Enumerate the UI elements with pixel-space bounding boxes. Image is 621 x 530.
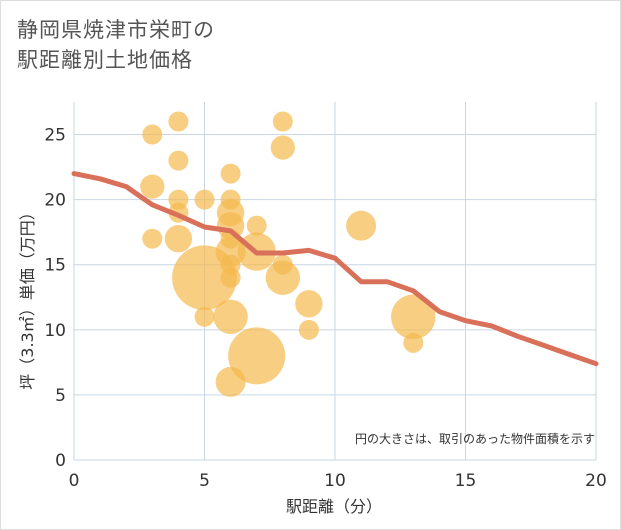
chart-title-line-1: 静岡県焼津市栄町の: [17, 18, 215, 42]
bubble-point: [140, 174, 165, 199]
axis-tick-labels: 0 5 10 15 20 0 5 10 15 20 25: [44, 126, 606, 491]
bubble-size-note: 円の大きさは、取引のあった物件面積を示す: [355, 431, 595, 446]
y-tick-label: 10: [44, 321, 66, 341]
bubble-point: [346, 210, 377, 241]
bubble-point: [295, 290, 323, 318]
bubble-point: [213, 299, 248, 334]
bubble-point: [246, 215, 267, 236]
y-axis-title: 坪（3.3㎡）単価（万円）: [18, 204, 37, 389]
x-tick-label: 20: [585, 471, 607, 491]
x-tick-label: 15: [455, 471, 477, 491]
x-axis-title: 駅距離（分）: [286, 497, 382, 516]
y-tick-label: 0: [55, 451, 66, 471]
bubble-point: [298, 319, 319, 340]
bubble-series: [140, 111, 436, 397]
bubble-point: [272, 111, 293, 132]
trend-line: [71, 171, 599, 367]
bubble-point: [403, 332, 424, 353]
bubble-point: [194, 306, 215, 327]
bubble-point: [228, 327, 286, 385]
y-tick-label: 15: [44, 256, 66, 276]
bubble-point: [168, 111, 189, 132]
bubble-point: [391, 294, 436, 340]
chart-title: 静岡県焼津市栄町の 駅距離別土地価格: [17, 15, 215, 75]
bubble-point: [220, 267, 241, 288]
chart-title-line-2: 駅距離別土地価格: [17, 48, 193, 72]
y-tick-label: 20: [44, 191, 66, 211]
bubble-point: [265, 260, 300, 295]
x-tick-label: 10: [324, 471, 346, 491]
y-tick-label: 5: [55, 386, 66, 406]
bubble-point: [270, 135, 295, 160]
x-tick-label: 0: [69, 471, 80, 491]
bubble-point: [220, 163, 241, 184]
bubble-point: [142, 228, 163, 249]
bubble-point: [168, 150, 189, 171]
x-tick-label: 5: [199, 471, 210, 491]
bubble-point: [164, 224, 193, 253]
bubble-point: [142, 124, 163, 145]
grid-lines: [73, 102, 597, 461]
bubble-point: [194, 189, 215, 210]
y-tick-label: 25: [44, 126, 66, 146]
